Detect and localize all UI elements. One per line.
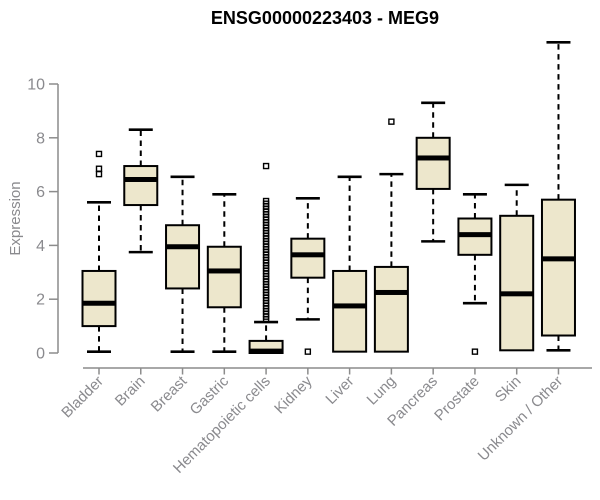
iqr-box: [499, 214, 535, 352]
y-tick-label: 2: [36, 292, 45, 309]
median-line: [500, 291, 534, 297]
y-axis-label: Expression: [7, 181, 24, 255]
box-group-prostate: [457, 192, 493, 355]
outlier-point: [95, 170, 103, 178]
iqr-box: [206, 245, 242, 309]
x-tick-label: Prostate: [431, 373, 483, 425]
outlier-point: [388, 118, 395, 125]
iqr-box: [81, 269, 117, 328]
y-tick-label: 6: [36, 184, 45, 201]
outlier-point: [304, 348, 312, 355]
box-group-skin: [499, 183, 535, 352]
iqr-box: [415, 136, 451, 190]
box-group-pancreas: [415, 101, 451, 243]
median-line: [207, 268, 241, 274]
box-group-gastric: [206, 192, 242, 353]
box-group-hematopoietic-cells: [248, 162, 284, 354]
iqr-box: [165, 224, 201, 290]
median-line: [166, 244, 200, 250]
median-line: [416, 155, 450, 161]
outlier-point: [262, 316, 270, 323]
box-group-lung: [373, 118, 409, 353]
chart-title: ENSG00000223403 - MEG9: [210, 8, 440, 28]
x-tick-label: Lung: [364, 373, 400, 409]
median-line: [124, 176, 158, 182]
median-line: [333, 303, 367, 309]
outlier-point: [471, 348, 479, 355]
y-tick-label: 4: [36, 238, 45, 255]
iqr-box: [373, 265, 409, 353]
box-group-bladder: [81, 150, 117, 353]
y-tick-label: 8: [36, 130, 45, 147]
outlier-point: [262, 162, 270, 170]
x-tick-label: Breast: [148, 372, 191, 415]
median-line: [458, 232, 492, 238]
median-line: [291, 252, 325, 258]
iqr-box: [290, 237, 326, 279]
median-line: [374, 289, 408, 295]
y-tick-label: 10: [27, 77, 45, 94]
y-tick-label: 0: [36, 346, 45, 363]
box-group-kidney: [290, 197, 326, 355]
box-group-breast: [165, 175, 201, 353]
outlier-point: [95, 150, 103, 158]
box-group-liver: [332, 175, 368, 353]
iqr-box: [123, 165, 159, 207]
median-line: [82, 300, 116, 306]
x-tick-label: Kidney: [271, 372, 316, 417]
median-line: [541, 256, 575, 262]
x-tick-label: Brain: [112, 373, 149, 410]
x-tick-label: Bladder: [58, 373, 107, 422]
median-line: [249, 348, 283, 354]
x-tick-label: Liver: [322, 373, 357, 408]
outlier-point: [95, 165, 103, 172]
iqr-box: [332, 269, 368, 353]
iqr-box: [540, 198, 576, 337]
box-group-brain: [123, 128, 159, 254]
x-tick-label: Skin: [492, 373, 525, 406]
box-group-unknown-other: [540, 41, 576, 352]
